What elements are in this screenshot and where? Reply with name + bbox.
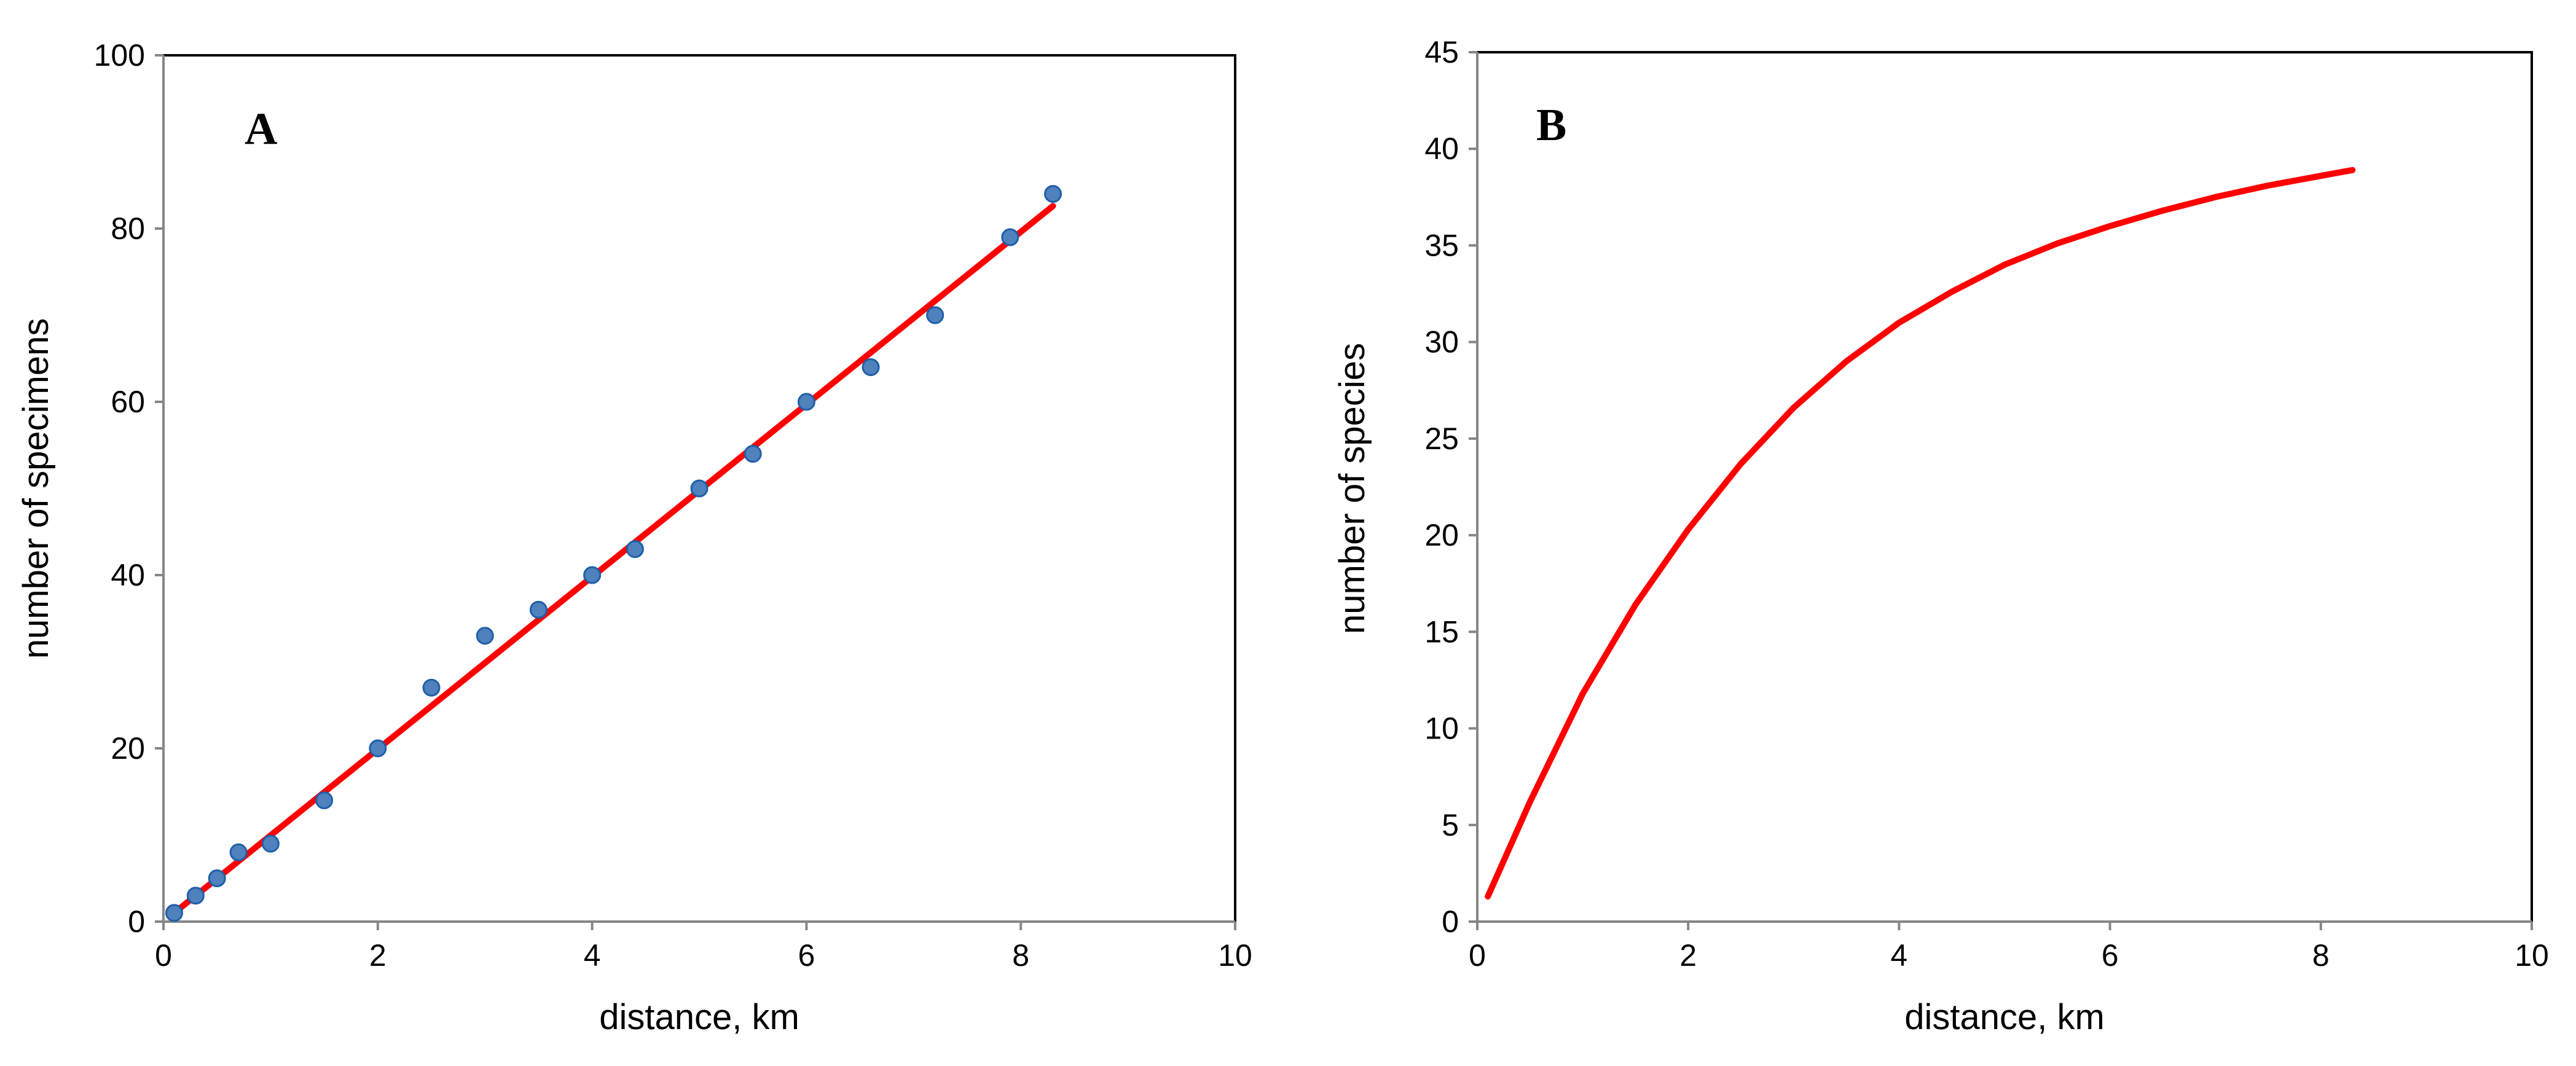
chart-panel-b: B 0 2 4 6 8 10 0 5 10 15 20 25 30 35 40 45 distance, km… — [1332, 35, 2549, 1037]
plot-area-a — [165, 185, 1062, 922]
y-tick-label: 40 — [1424, 131, 1459, 166]
y-tick-label: 10 — [1424, 711, 1459, 746]
y-tick-label: 0 — [1442, 904, 1459, 939]
y-tick-label: 5 — [1442, 808, 1459, 842]
y-tick-label: 30 — [1424, 325, 1459, 359]
axis-ticks-b: 0 2 4 6 8 10 0 5 10 15 20 25 30 35 40 45 — [1424, 35, 2548, 973]
data-point — [208, 869, 226, 887]
data-point — [476, 627, 494, 645]
x-tick-label: 4 — [584, 938, 601, 973]
y-tick-label: 0 — [128, 904, 145, 939]
data-point — [862, 358, 880, 377]
data-point — [315, 791, 334, 810]
plot-frame-b — [1476, 51, 2533, 923]
x-tick-label: 2 — [369, 938, 387, 973]
data-point — [926, 306, 944, 324]
x-tick-label: 6 — [2102, 938, 2119, 973]
data-point — [1001, 228, 1019, 246]
x-tick-label: 10 — [1218, 938, 1252, 973]
data-point — [261, 834, 280, 853]
x-tick-label: 4 — [1890, 938, 1907, 973]
data-point — [1044, 185, 1062, 203]
data-point — [744, 445, 762, 463]
panel-label-a: A — [245, 104, 277, 154]
data-point — [626, 540, 644, 558]
y-tick-label: 40 — [111, 558, 145, 592]
y-tick-label: 60 — [111, 385, 145, 419]
x-tick-label: 8 — [2312, 938, 2330, 973]
x-axis-title-b: distance, km — [1904, 997, 2105, 1037]
x-tick-label: 6 — [798, 938, 815, 973]
series-line-a — [171, 203, 1056, 916]
y-tick-label: 25 — [1424, 421, 1459, 456]
y-tick-label: 20 — [111, 731, 145, 766]
data-point — [529, 600, 548, 619]
x-tick-label: 0 — [1469, 938, 1486, 973]
x-tick-label: 8 — [1012, 938, 1029, 973]
data-point — [797, 393, 815, 411]
plot-area-b — [1485, 167, 2356, 900]
data-point — [186, 887, 205, 905]
data-point — [229, 843, 248, 861]
y-tick-label: 20 — [1424, 518, 1459, 552]
x-axis-title-a: distance, km — [599, 997, 799, 1037]
series-line-b — [1485, 167, 2356, 900]
data-point — [165, 904, 183, 922]
x-tick-label: 10 — [2515, 938, 2549, 973]
y-axis-title-b: number of species — [1332, 343, 1372, 634]
y-tick-label: 100 — [94, 38, 145, 73]
panel-label-b: B — [1536, 100, 1566, 151]
data-point — [369, 739, 387, 758]
data-point — [583, 566, 602, 584]
data-point — [422, 678, 441, 697]
y-axis-title-a: number of specimens — [16, 318, 56, 659]
x-tick-label: 2 — [1679, 938, 1697, 973]
y-tick-label: 45 — [1424, 35, 1459, 69]
x-tick-label: 0 — [155, 938, 172, 973]
y-tick-label: 80 — [111, 211, 145, 246]
data-point — [690, 479, 709, 498]
y-tick-label: 15 — [1424, 614, 1459, 649]
y-tick-label: 35 — [1424, 228, 1459, 262]
